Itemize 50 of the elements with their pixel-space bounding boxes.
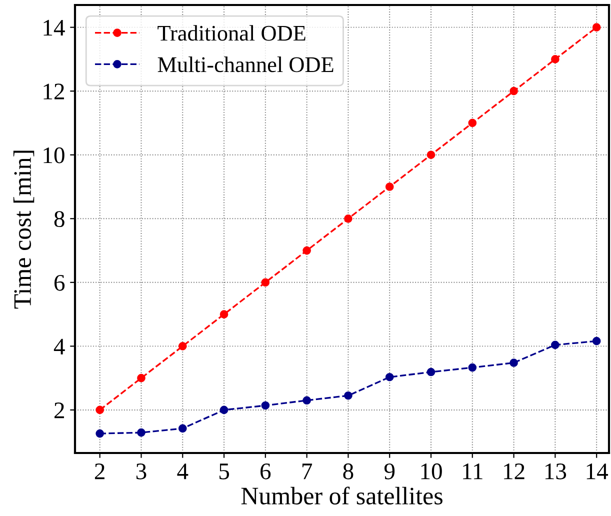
point [510,358,518,367]
x-axis-title: Number of satellites [241,486,442,505]
point [551,55,560,64]
x-tick-label: 13 [545,463,566,480]
y-axis-title: Time cost [min] [13,150,34,309]
y-tick-label: 10 [44,147,64,164]
point [592,23,601,32]
point [468,363,477,372]
point [220,310,228,318]
x-tick-label: 5 [219,464,230,480]
point [468,118,477,128]
point [551,340,560,350]
y-tick-label: 12 [44,84,64,100]
x-tick-label: 7 [302,464,312,480]
point [178,342,187,350]
legend-label: Traditional ODE [158,25,306,41]
point [426,368,436,376]
y-tick-label: 14 [44,20,65,36]
point [344,214,352,223]
point [220,406,228,414]
point [426,150,436,160]
y-tick-label: 2 [54,402,64,418]
point [385,182,394,191]
x-tick-label: 2 [94,463,104,480]
point [96,406,104,414]
point [302,246,311,255]
y-tick-label: 4 [54,338,65,354]
x-tick-label: 9 [384,463,395,480]
y-tick-label: 6 [54,274,65,291]
point [137,374,146,382]
x-tick-label: 8 [343,463,354,480]
point [137,428,146,437]
point [96,429,104,438]
point [344,391,352,400]
point [385,372,394,382]
point [592,336,601,346]
point [510,86,518,96]
x-tick-label: 11 [463,464,482,480]
x-tick-label: 4 [177,464,188,480]
x-tick-label: 3 [136,463,146,480]
legend-label: Multi-channel ODE [158,56,334,72]
y-tick-label: 8 [54,211,64,228]
x-tick-label: 12 [504,463,524,480]
point [302,396,311,405]
x-tick-label: 14 [586,464,608,480]
x-tick-label: 10 [421,463,442,480]
point [261,278,270,287]
point [261,401,270,410]
point [178,424,187,433]
x-tick-label: 6 [260,463,271,480]
